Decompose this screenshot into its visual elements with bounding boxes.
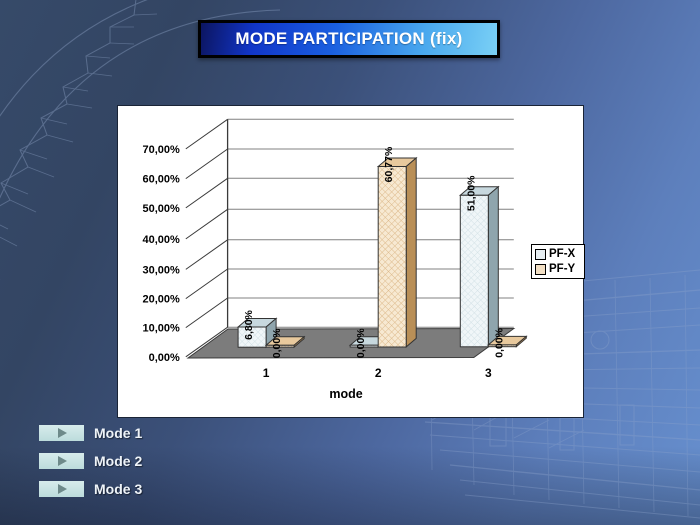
svg-text:0,00%: 0,00% [271,328,283,358]
svg-text:mode: mode [329,387,362,401]
svg-text:70,00%: 70,00% [142,144,180,156]
svg-text:30,00%: 30,00% [142,264,180,276]
svg-text:6,80%: 6,80% [243,309,255,339]
svg-text:10,00%: 10,00% [142,323,180,335]
svg-text:1: 1 [263,366,270,380]
svg-text:51,00%: 51,00% [465,175,477,211]
svg-text:0,00%: 0,00% [493,327,505,357]
svg-text:0,00%: 0,00% [149,352,180,364]
svg-text:50,00%: 50,00% [142,203,180,215]
svg-text:20,00%: 20,00% [142,294,180,306]
svg-text:3: 3 [485,366,492,380]
svg-text:40,00%: 40,00% [142,234,180,246]
svg-text:60,00%: 60,00% [142,174,180,186]
svg-text:60,77%: 60,77% [383,146,395,182]
svg-text:2: 2 [375,366,382,380]
svg-text:0,00%: 0,00% [355,328,367,358]
